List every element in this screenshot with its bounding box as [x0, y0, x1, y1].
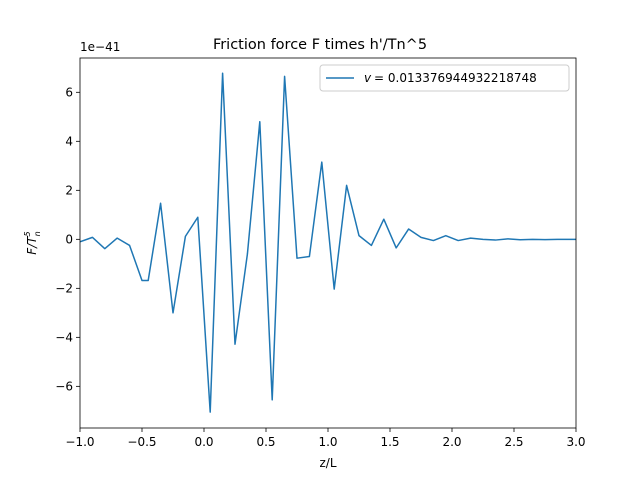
- y-tick-label: 4: [65, 134, 73, 148]
- x-tick-label: 2.0: [442, 435, 461, 449]
- plot-area-frame: [79, 57, 577, 429]
- x-tick-label: −1.0: [65, 435, 94, 449]
- y-axis-label: F/T5n: [23, 231, 42, 254]
- x-axis-label: z/L: [319, 456, 336, 470]
- axis-ticks: −1.0 −0.5 0.0 0.5 1.0 1.5 2.0 2.5 3.0 −6 −4 −2 0 2 4 6: [55, 85, 585, 449]
- series-line: [80, 72, 576, 413]
- legend-frame: [319, 64, 570, 92]
- x-tick-label: 3.0: [566, 435, 585, 449]
- y-offset-label: 1e−41: [80, 40, 120, 54]
- x-tick-label: 1.5: [380, 435, 399, 449]
- y-tick-label: −4: [55, 330, 73, 344]
- x-tick-label: −0.5: [127, 435, 156, 449]
- legend-label: = 0.013376944932218748: [374, 71, 537, 85]
- legend-symbol-v: v: [364, 71, 372, 85]
- x-tick-label: 0.0: [194, 435, 213, 449]
- chart-title: Friction force F times h'/Tn^5: [213, 37, 427, 53]
- x-tick-label: 2.5: [504, 435, 523, 449]
- y-tick-label: 6: [65, 85, 73, 99]
- y-tick-label: 0: [65, 232, 73, 246]
- y-tick-label: −6: [55, 379, 73, 393]
- y-tick-label: 2: [65, 183, 73, 197]
- legend: v = 0.013376944932218748: [319, 64, 570, 92]
- x-tick-label: 1.0: [318, 435, 337, 449]
- y-tick-label: −2: [55, 281, 73, 295]
- x-tick-label: 0.5: [256, 435, 275, 449]
